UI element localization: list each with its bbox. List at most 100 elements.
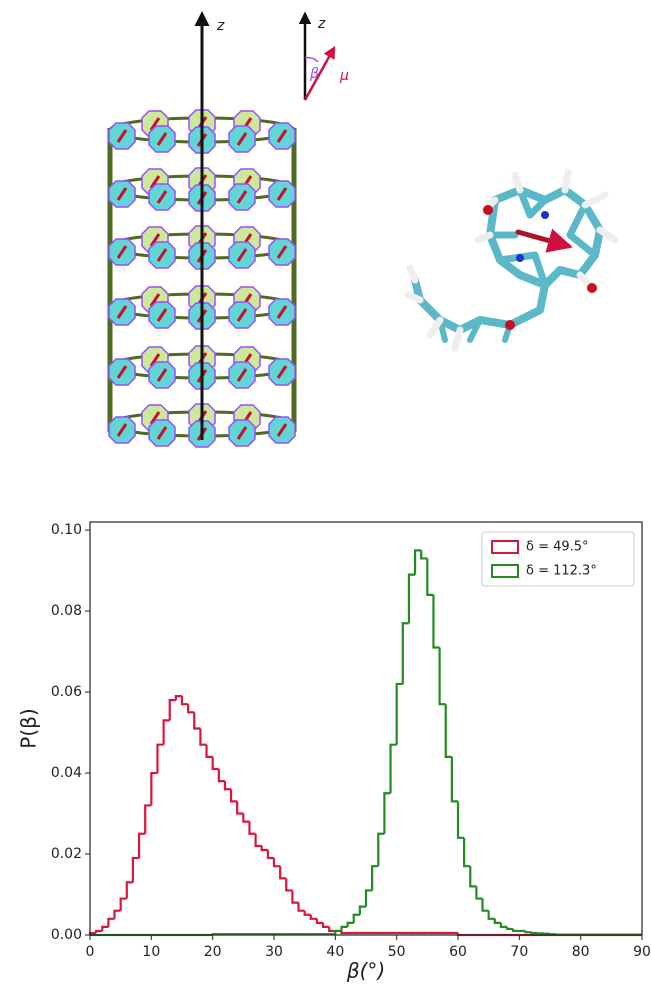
histogram-bin bbox=[413, 549, 422, 575]
z-axis-label: z bbox=[317, 16, 326, 32]
x-tick-label: 80 bbox=[572, 944, 590, 960]
y-tick-label: 0.06 bbox=[51, 684, 82, 700]
histogram-bin bbox=[395, 682, 403, 745]
x-tick-label: 0 bbox=[86, 944, 95, 960]
histogram-bin bbox=[272, 858, 281, 868]
cylinder-diagram: z z β μ bbox=[107, 11, 349, 447]
z-axis-label: z bbox=[216, 18, 225, 34]
histogram-bin bbox=[107, 917, 115, 927]
histogram-bin bbox=[236, 801, 244, 815]
histogram-bin bbox=[524, 930, 532, 934]
histogram-bin bbox=[223, 781, 232, 791]
histogram-bin bbox=[137, 832, 146, 859]
dipole-label: μ bbox=[339, 68, 349, 84]
histogram-bin bbox=[291, 890, 299, 904]
y-tick-label: 0.08 bbox=[51, 603, 82, 619]
histogram-bin bbox=[512, 928, 520, 933]
histogram-bin bbox=[401, 622, 409, 684]
histogram-bin bbox=[315, 918, 324, 924]
histogram-bin bbox=[156, 743, 164, 774]
histogram-bin bbox=[444, 704, 452, 758]
y-tick-label: 0.10 bbox=[51, 522, 82, 538]
histogram-bin bbox=[131, 856, 140, 883]
histogram-bin bbox=[113, 909, 121, 919]
x-tick-label: 30 bbox=[265, 944, 283, 960]
histogram-bin bbox=[193, 712, 201, 730]
histogram-bin bbox=[285, 878, 293, 892]
legend-swatch bbox=[491, 540, 519, 554]
histogram-bin bbox=[95, 929, 103, 933]
histogram-bin bbox=[119, 897, 127, 911]
histogram-bin bbox=[340, 925, 348, 931]
legend-box bbox=[481, 531, 635, 587]
x-tick-label: 70 bbox=[510, 944, 528, 960]
x-tick-label: 10 bbox=[142, 944, 160, 960]
histogram-bin bbox=[297, 902, 305, 912]
histogram-bin bbox=[217, 768, 225, 783]
histogram-bin bbox=[456, 801, 465, 839]
histogram-bin bbox=[260, 845, 268, 852]
molecule bbox=[404, 168, 619, 352]
histogram-bin bbox=[174, 695, 182, 701]
histogram-bin bbox=[407, 573, 416, 624]
histogram-bin bbox=[420, 550, 428, 560]
histogram-bin bbox=[340, 930, 348, 935]
histogram-bin bbox=[199, 728, 207, 746]
histogram-bin bbox=[101, 925, 109, 931]
histogram-bin bbox=[254, 833, 262, 848]
x-tick-label: 40 bbox=[326, 944, 344, 960]
histogram-bin bbox=[279, 866, 287, 880]
legend-label: δ = 112.3° bbox=[526, 564, 597, 579]
histogram-bin bbox=[499, 922, 508, 929]
histogram-bin bbox=[168, 699, 176, 721]
histogram-bin bbox=[493, 918, 501, 924]
histogram-bin bbox=[358, 905, 366, 915]
histogram-bin bbox=[205, 744, 213, 758]
histogram-bin bbox=[487, 910, 495, 920]
histogram-bin bbox=[364, 889, 373, 907]
histogram-bin bbox=[475, 886, 483, 900]
histogram-bin bbox=[426, 558, 434, 596]
histogram-bin bbox=[334, 929, 342, 935]
histogram-bin bbox=[162, 719, 170, 745]
y-tick-label: 0.00 bbox=[51, 927, 82, 943]
histogram-bin bbox=[187, 704, 195, 714]
histogram-bin bbox=[229, 789, 238, 803]
legend-label: δ = 49.5° bbox=[526, 540, 589, 555]
x-tick-label: 50 bbox=[388, 944, 406, 960]
x-tick-label: 90 bbox=[633, 944, 651, 960]
histogram-bin bbox=[144, 804, 152, 834]
angle-label: β bbox=[309, 66, 319, 82]
histogram-bin bbox=[469, 866, 477, 888]
histogram-bin bbox=[303, 910, 311, 916]
histogram-bin bbox=[125, 881, 133, 899]
histogram-bin bbox=[450, 756, 458, 803]
histogram-bin bbox=[383, 792, 391, 834]
histogram-bin bbox=[389, 743, 397, 794]
histogram-bin bbox=[211, 756, 219, 771]
histogram-bin bbox=[438, 647, 446, 706]
histogram-bin bbox=[180, 696, 189, 706]
plot-frame bbox=[89, 521, 643, 936]
y-tick-label: 0.04 bbox=[51, 765, 82, 781]
histogram-bin bbox=[248, 821, 256, 835]
histogram-bin bbox=[321, 922, 330, 929]
x-tick-label: 60 bbox=[449, 944, 467, 960]
histogram-bin bbox=[377, 832, 385, 867]
legend-swatch bbox=[491, 564, 519, 578]
x-tick-label: 20 bbox=[204, 944, 222, 960]
histogram-bin bbox=[150, 771, 158, 806]
histogram-bin bbox=[463, 837, 471, 868]
histogram-bin bbox=[432, 594, 440, 649]
histogram-bin bbox=[352, 913, 360, 923]
histogram-bin bbox=[371, 865, 379, 891]
histogram-bin bbox=[266, 849, 274, 860]
histogram-bin bbox=[505, 926, 514, 931]
y-tick-label: 0.02 bbox=[51, 846, 82, 862]
y-axis-label: P(β) bbox=[17, 708, 41, 748]
histogram-series bbox=[90, 549, 642, 937]
histogram-bin bbox=[530, 931, 538, 935]
histogram-bin bbox=[481, 898, 489, 912]
x-axis-label: β(°) bbox=[346, 959, 385, 983]
